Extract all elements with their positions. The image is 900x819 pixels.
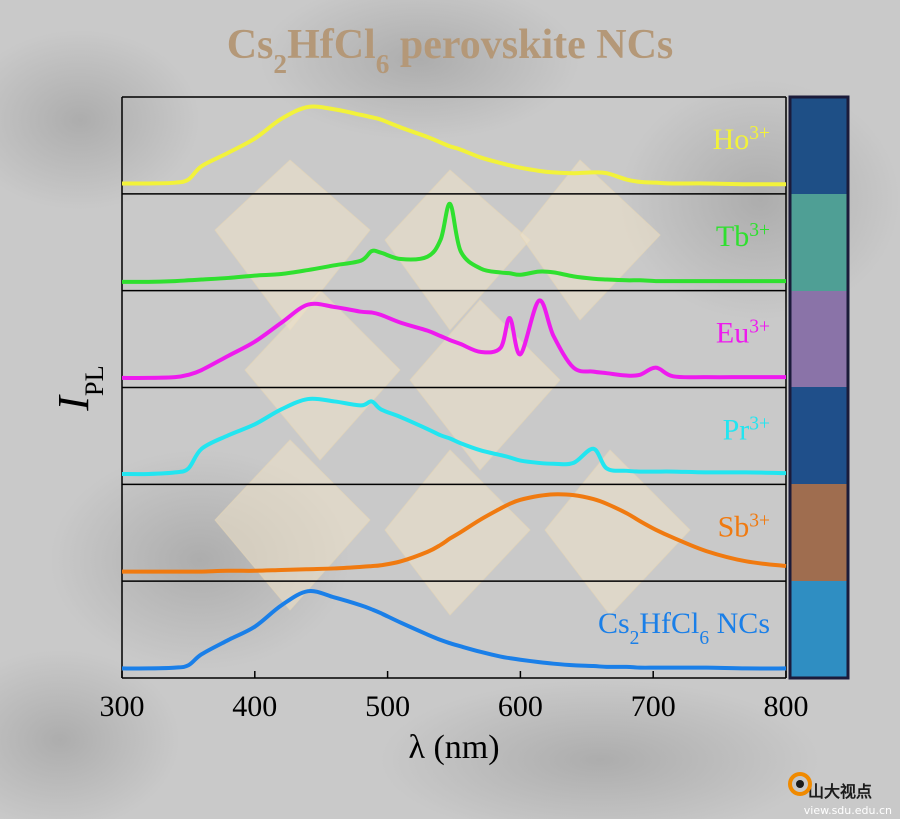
x-tick-label: 300: [100, 690, 145, 723]
chart-title: Cs2HfCl6 perovskite NCs: [227, 22, 674, 79]
watermark-logo: [788, 772, 812, 796]
series-label: Sb3+: [718, 510, 770, 544]
octahedra-decoration: [214, 159, 691, 616]
x-axis-label: λ (nm): [408, 729, 499, 766]
series-label: Ho3+: [713, 123, 770, 157]
x-tick-label: 700: [631, 690, 676, 723]
x-tick-label: 800: [764, 690, 809, 723]
spectrum-line: [121, 396, 787, 477]
spectrum-line: [121, 201, 786, 284]
spectrum-line: [122, 492, 787, 574]
series-label: Pr3+: [723, 413, 770, 447]
y-axis-label: IPL: [49, 365, 109, 411]
color-strips: [788, 95, 850, 680]
series-label: Eu3+: [716, 316, 770, 350]
x-tick-label: 500: [365, 690, 410, 723]
series-label: Tb3+: [716, 219, 770, 253]
x-tick-label: 600: [498, 690, 543, 723]
x-tick-label: 400: [232, 690, 277, 723]
watermark-name: 山大视点: [808, 782, 872, 801]
spectrum-line: [121, 588, 787, 671]
watermark-url: view.sdu.edu.cn: [804, 804, 892, 817]
spectrum-line: [121, 298, 786, 380]
spectrum-line: [121, 104, 787, 187]
series-label: Cs2HfCl6 NCs: [598, 607, 770, 649]
